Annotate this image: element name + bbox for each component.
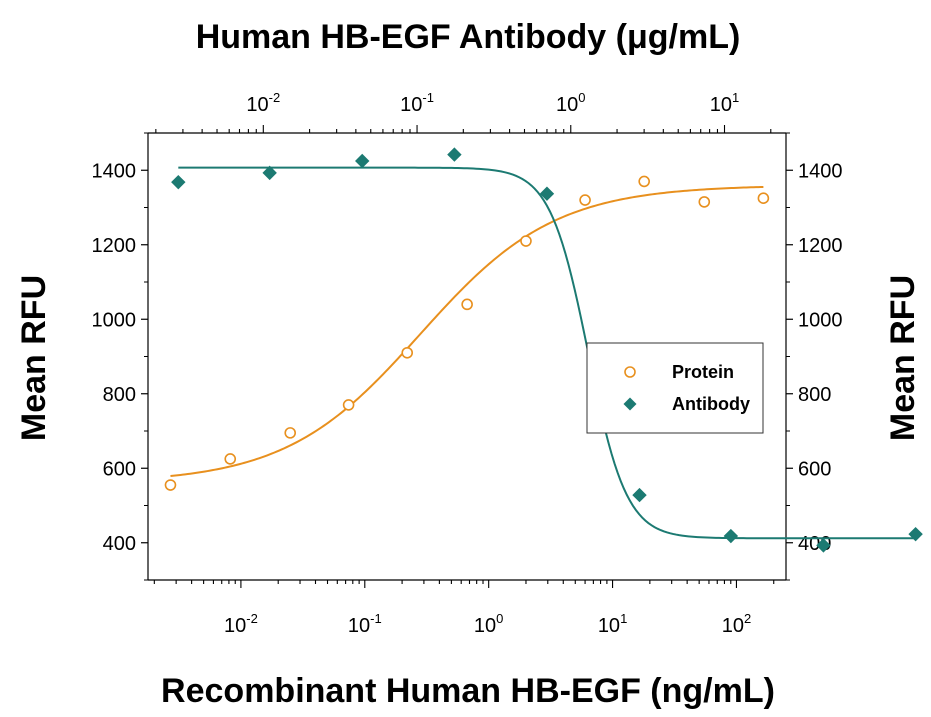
y-tick-label-left: 1000: [92, 309, 137, 331]
data-point-antibody: [816, 538, 831, 553]
data-point-protein: [579, 194, 591, 206]
data-point-protein: [284, 427, 297, 439]
top-tick-label: 101: [710, 90, 739, 116]
data-point-protein: [520, 235, 532, 247]
y-tick-label-right: 1200: [798, 235, 843, 257]
data-point-antibody: [632, 487, 647, 503]
legend-marker-protein: [624, 366, 636, 378]
data-point-protein: [401, 346, 414, 359]
legend-label-antibody: Antibody: [672, 394, 750, 414]
y-tick-label-right: 1400: [798, 160, 843, 182]
y-tick-label-right: 800: [798, 384, 831, 406]
bottom-tick-label: 100: [474, 611, 503, 637]
data-point-antibody: [447, 147, 462, 162]
y-tick-label-left: 600: [103, 458, 136, 480]
data-point-protein: [342, 399, 355, 411]
data-point-protein: [698, 196, 711, 208]
y-tick-label-left: 1200: [92, 235, 137, 257]
data-point-protein: [164, 479, 177, 491]
top-tick-label: 10-2: [246, 90, 280, 116]
y-tick-label-left: 800: [103, 384, 136, 406]
legend: Protein Antibody: [586, 342, 764, 434]
data-point-antibody: [355, 153, 370, 169]
left-axis-title: Mean RFU: [15, 275, 53, 441]
data-point-antibody: [539, 186, 555, 201]
bottom-axis-title: Recombinant Human HB-EGF (ng/mL): [161, 672, 775, 710]
data-point-protein: [224, 453, 237, 465]
y-tick-label-left: 1400: [92, 160, 137, 182]
data-point-protein: [757, 192, 770, 204]
fit-curves: [170, 166, 916, 540]
y-tick-label-right: 600: [798, 458, 831, 480]
bottom-tick-label: 101: [598, 611, 627, 637]
data-points: [164, 147, 923, 553]
bottom-tick-label: 10-1: [348, 611, 382, 637]
data-point-protein: [461, 298, 473, 311]
legend-marker-antibody: [623, 397, 637, 411]
top-axis-title: Human HB-EGF Antibody (μg/mL): [196, 18, 741, 56]
top-tick-label: 100: [556, 90, 585, 116]
data-point-antibody: [908, 526, 923, 542]
legend-label-protein: Protein: [672, 362, 734, 382]
right-axis-title: Mean RFU: [884, 275, 922, 441]
data-point-antibody: [723, 528, 739, 544]
bottom-tick-label: 102: [722, 611, 751, 637]
y-tick-label-right: 1000: [798, 309, 843, 331]
data-point-antibody: [171, 174, 186, 190]
data-point-antibody: [262, 165, 277, 181]
fit-curve-antibody: [178, 166, 916, 540]
bottom-tick-label: 10-2: [224, 611, 258, 637]
y-tick-label-left: 400: [103, 533, 136, 555]
data-point-protein: [638, 175, 650, 188]
fit-curve-protein: [170, 185, 764, 478]
legend-box: [586, 342, 764, 434]
top-tick-label: 10-1: [400, 90, 434, 116]
